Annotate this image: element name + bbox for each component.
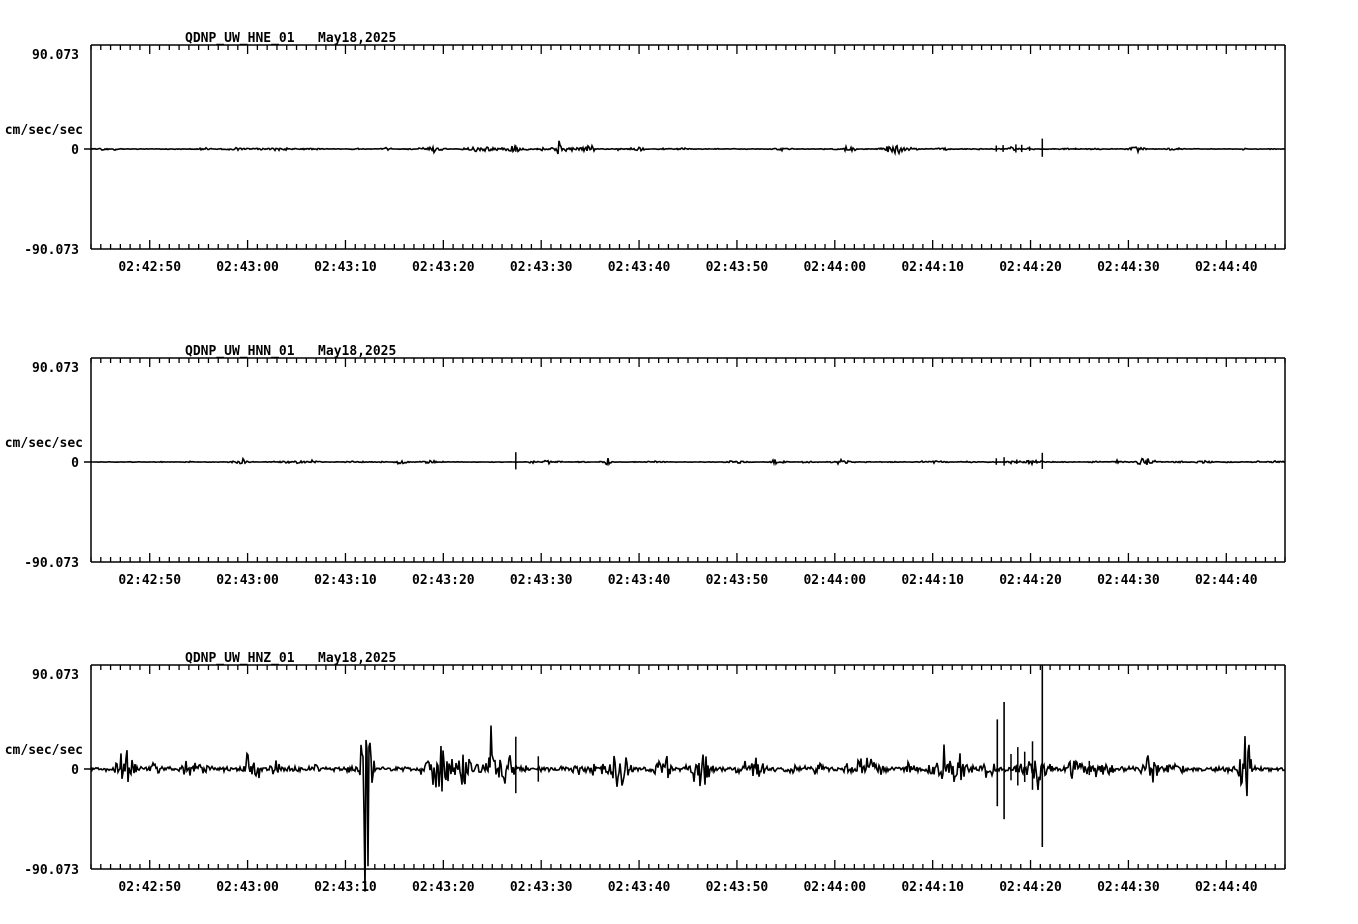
x-axis-tick-label: 02:44:10 (901, 260, 964, 275)
event-spikes (515, 665, 1091, 847)
y-axis-min-label-hne: -90.073 (24, 243, 79, 258)
y-axis-zero-label-hnn: 0 (71, 456, 79, 471)
x-axis-tick-label: 02:43:30 (509, 880, 573, 895)
x-axis-tick-label: 02:43:50 (705, 880, 769, 895)
x-axis-tick-label: 02:44:40 (1194, 573, 1258, 588)
x-axis-tick-label: 02:43:20 (412, 573, 475, 588)
x-axis-tick-label: 02:42:50 (118, 260, 182, 275)
event-spikes (515, 138, 1077, 157)
x-axis-tick-label: 02:44:30 (1097, 260, 1160, 275)
x-axis-tick-label: 02:43:50 (705, 573, 769, 588)
y-axis-units-label-hnn: cm/sec/sec (4, 436, 83, 451)
axis-frame-hnn (90, 357, 1286, 563)
waveform-trace-hnz (90, 725, 1286, 892)
x-axis-tick-label: 02:43:10 (314, 573, 377, 588)
y-axis-max-label-hnn: 90.073 (32, 361, 79, 376)
x-axis-tick-label: 02:43:00 (216, 260, 279, 275)
x-axis-tick-label: 02:44:10 (901, 573, 964, 588)
panel-title-hnz: QDNP_UW_HNZ_01 May18,2025 (185, 651, 397, 666)
seismogram-panel-hnz: QDNP_UW_HNZ_01 May18,2025 90.073 cm/sec/… (0, 620, 1358, 924)
x-axis-tick-label: 02:43:40 (607, 573, 671, 588)
y-axis-zero-label-hnz: 0 (71, 763, 79, 778)
plot-area-hne (84, 44, 1286, 250)
plot-area-hnn (84, 357, 1286, 563)
x-axis-tick-label: 02:43:00 (216, 880, 279, 895)
waveform-trace-hne (90, 140, 1286, 156)
x-axis-tick-label: 02:44:40 (1194, 260, 1258, 275)
x-axis-tick-label: 02:44:20 (999, 880, 1062, 895)
x-axis-tick-label: 02:44:10 (901, 880, 964, 895)
x-axis-tick-label: 02:43:30 (509, 260, 573, 275)
x-axis-tick-label: 02:44:00 (803, 573, 867, 588)
x-axis-tick-label: 02:43:00 (216, 573, 279, 588)
x-axis-tick-label: 02:43:40 (607, 260, 671, 275)
x-axis-tick-label: 02:44:00 (803, 260, 867, 275)
x-axis-tick-label: 02:43:30 (509, 573, 573, 588)
x-axis-tick-label: 02:42:50 (118, 573, 182, 588)
x-axis-tick-label: 02:44:00 (803, 880, 867, 895)
tick-marks-hnn (84, 358, 1286, 562)
y-axis-units-label-hne: cm/sec/sec (4, 123, 83, 138)
x-axis-tick-label: 02:43:10 (314, 880, 377, 895)
event-spikes (515, 452, 1044, 470)
x-axis-tick-label: 02:44:20 (999, 573, 1062, 588)
x-axis-tick-label: 02:43:10 (314, 260, 377, 275)
x-axis-tick-label: 02:43:20 (412, 260, 475, 275)
y-axis-max-label-hnz: 90.073 (32, 668, 79, 683)
panel-title-hnn: QDNP_UW_HNN_01 May18,2025 (185, 344, 397, 359)
x-axis-tick-label: 02:44:30 (1097, 573, 1160, 588)
y-axis-zero-label-hne: 0 (71, 143, 79, 158)
tick-marks-hnz (84, 665, 1286, 869)
x-axis-tick-label: 02:43:20 (412, 880, 475, 895)
y-axis-min-label-hnn: -90.073 (24, 556, 79, 571)
y-axis-units-label-hnz: cm/sec/sec (4, 743, 83, 758)
plot-area-hnz (84, 664, 1286, 892)
x-axis-tick-label: 02:44:30 (1097, 880, 1160, 895)
x-axis-tick-label: 02:44:20 (999, 260, 1062, 275)
x-axis-tick-label: 02:43:40 (607, 880, 671, 895)
waveform-trace-hnn (90, 456, 1286, 467)
seismogram-panel-hne: QDNP_UW_HNE_01 May18,2025 90.073 cm/sec/… (0, 0, 1358, 300)
tick-marks-hne (84, 45, 1286, 249)
seismogram-panel-hnn: QDNP_UW_HNN_01 May18,2025 90.073 cm/sec/… (0, 313, 1358, 613)
y-axis-max-label-hne: 90.073 (32, 48, 79, 63)
x-axis-tick-label: 02:44:40 (1194, 880, 1258, 895)
axis-frame-hne (90, 44, 1286, 250)
y-axis-min-label-hnz: -90.073 (24, 863, 79, 878)
x-axis-tick-label: 02:42:50 (118, 880, 182, 895)
panel-title-hne: QDNP_UW_HNE_01 May18,2025 (185, 31, 397, 46)
x-axis-tick-label: 02:43:50 (705, 260, 769, 275)
